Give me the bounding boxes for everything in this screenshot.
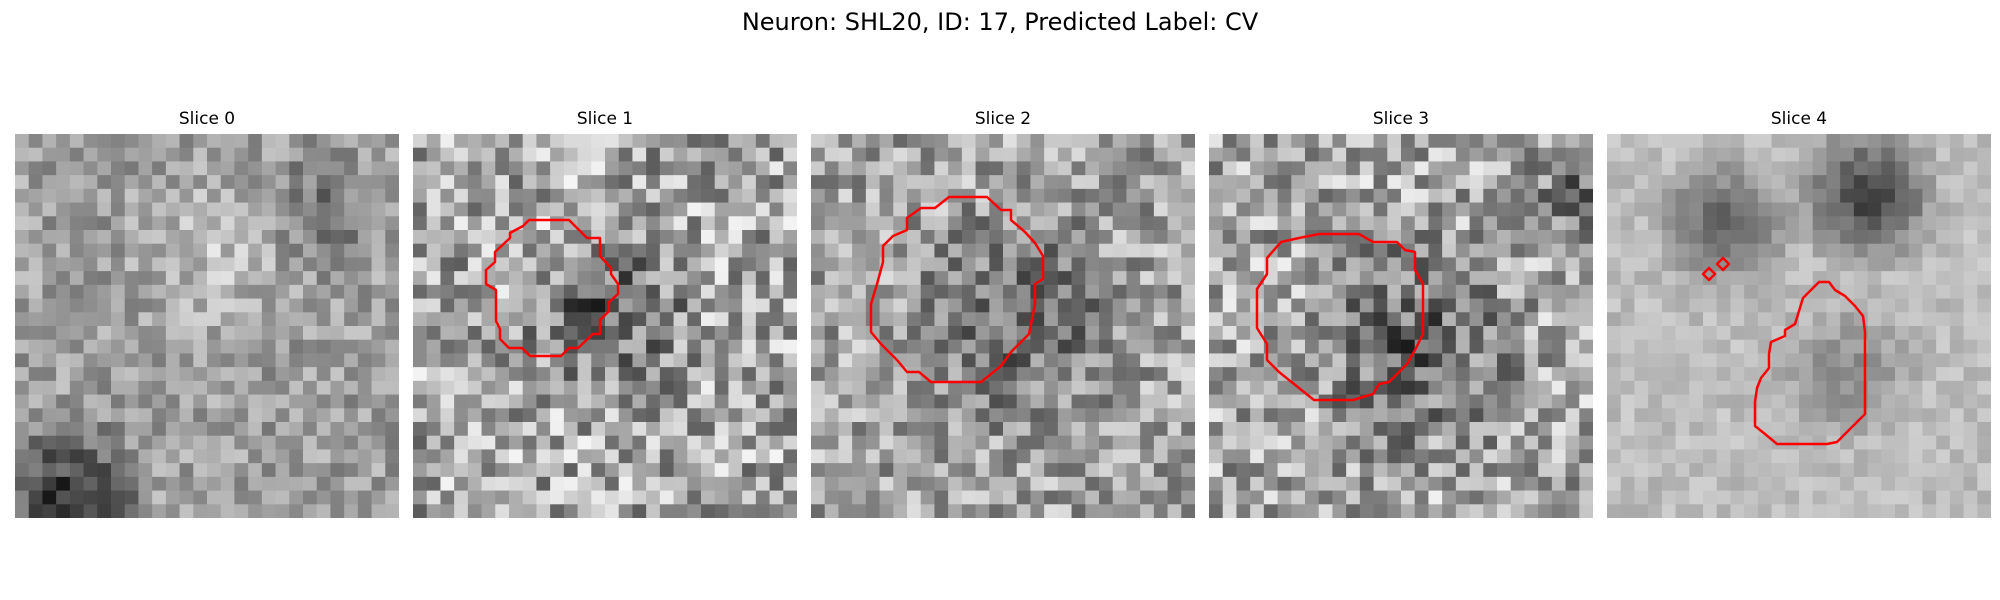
slice-title: Slice 3	[1372, 109, 1430, 129]
slice-image	[413, 134, 797, 518]
roi-contour-fragment	[1715, 256, 1731, 272]
pixel-grid	[413, 134, 797, 518]
roi-contour	[484, 218, 620, 358]
pixel-grid	[811, 134, 1195, 518]
pixel-grid	[15, 134, 399, 518]
figure-title: Neuron: SHL20, ID: 17, Predicted Label: …	[741, 8, 1259, 36]
slice-panel-1: Slice 1	[413, 108, 797, 518]
slice-image	[1209, 134, 1593, 518]
roi-contour	[869, 195, 1045, 384]
slice-panel-3: Slice 3	[1209, 108, 1593, 518]
roi-contour	[1753, 280, 1867, 446]
slice-panel-2: Slice 2	[811, 108, 1195, 518]
slice-panel-4: Slice 4	[1607, 108, 1991, 518]
slice-title: Slice 4	[1770, 109, 1828, 129]
roi-contour	[1255, 232, 1425, 402]
slice-image	[1607, 134, 1991, 518]
roi-contour-fragment	[1701, 266, 1717, 282]
slice-title: Slice 0	[178, 109, 236, 129]
slice-image	[811, 134, 1195, 518]
slice-title: Slice 2	[974, 109, 1032, 129]
slice-title: Slice 1	[576, 109, 634, 129]
pixel-grid	[1209, 134, 1593, 518]
slice-image	[15, 134, 399, 518]
slice-panel-0: Slice 0	[15, 108, 399, 518]
pixel-grid	[1607, 134, 1991, 518]
